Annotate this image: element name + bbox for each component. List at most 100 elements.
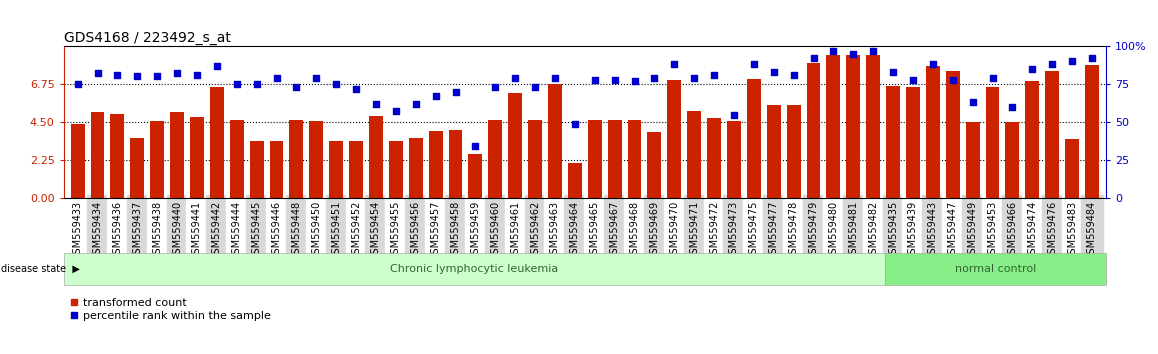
Bar [647,132,661,198]
Bar [727,121,741,198]
Bar [846,55,860,198]
Point [545,75,564,81]
Legend: transformed count, percentile rank within the sample: transformed count, percentile rank withi… [69,298,271,321]
Bar [548,84,562,198]
Point [168,70,186,76]
Bar [1065,139,1079,198]
Bar [866,55,880,198]
Point [824,48,843,53]
Point [725,112,743,118]
Point [665,62,683,67]
Bar [1005,122,1019,198]
Point [68,81,87,87]
Bar [469,154,483,198]
Text: disease state  ▶: disease state ▶ [1,264,80,274]
Bar [786,105,800,198]
Point [745,62,763,67]
Point [884,69,902,75]
Point [844,51,863,56]
Point [248,81,266,87]
Bar [708,118,721,198]
Bar [528,120,542,198]
Point [565,121,584,126]
Bar [90,112,104,198]
Bar [1046,72,1060,198]
Point [805,55,823,61]
Point [526,84,544,90]
Bar [290,120,303,198]
Text: normal control: normal control [955,264,1036,274]
Point [784,72,802,78]
Point [944,77,962,82]
Bar [985,87,999,198]
Point [645,75,664,81]
Point [903,77,922,82]
Bar [886,86,900,198]
Bar [588,120,602,198]
Bar [409,138,423,198]
Point [963,99,982,105]
Bar [1085,65,1099,198]
Bar [807,63,821,198]
Bar [767,105,780,198]
Bar [131,138,145,198]
Point [864,48,882,53]
Bar [190,117,204,198]
Point [1023,66,1041,72]
Bar [309,121,323,198]
Point [287,84,306,90]
Point [387,109,405,114]
Bar [229,120,243,198]
Bar [508,92,522,198]
Point [924,62,943,67]
Bar [170,112,184,198]
Bar [489,120,503,198]
Bar [946,72,960,198]
Point [446,89,464,95]
Point [367,101,386,107]
Bar [71,124,85,198]
Point [586,77,604,82]
Point [705,72,724,78]
Bar [329,141,343,198]
Point [625,78,644,84]
Bar [667,80,681,198]
Bar [210,87,223,198]
Bar [389,141,403,198]
Bar [567,163,581,198]
Point [227,81,245,87]
Point [606,77,624,82]
Bar [349,141,362,198]
Text: Chronic lymphocytic leukemia: Chronic lymphocytic leukemia [390,264,558,274]
Point [764,69,783,75]
Bar [428,131,442,198]
Point [406,101,425,107]
Point [1063,58,1082,64]
Bar [369,116,383,198]
Point [346,86,365,91]
Point [467,144,485,149]
Bar [906,87,919,198]
Bar [270,141,284,198]
Bar [966,122,980,198]
Bar [151,121,164,198]
Bar [448,130,462,198]
Point [108,72,126,78]
Bar [628,120,642,198]
Bar [747,79,761,198]
Point [207,63,226,69]
Point [486,84,505,90]
Point [148,74,167,79]
Bar [608,120,622,198]
Point [983,75,1002,81]
Bar [110,114,124,198]
Point [307,75,325,81]
Point [129,74,147,79]
Point [327,81,345,87]
Bar [926,66,940,198]
Bar [827,55,841,198]
Bar [250,141,264,198]
Text: GDS4168 / 223492_s_at: GDS4168 / 223492_s_at [64,31,230,45]
Point [1003,104,1021,110]
Point [426,93,445,99]
